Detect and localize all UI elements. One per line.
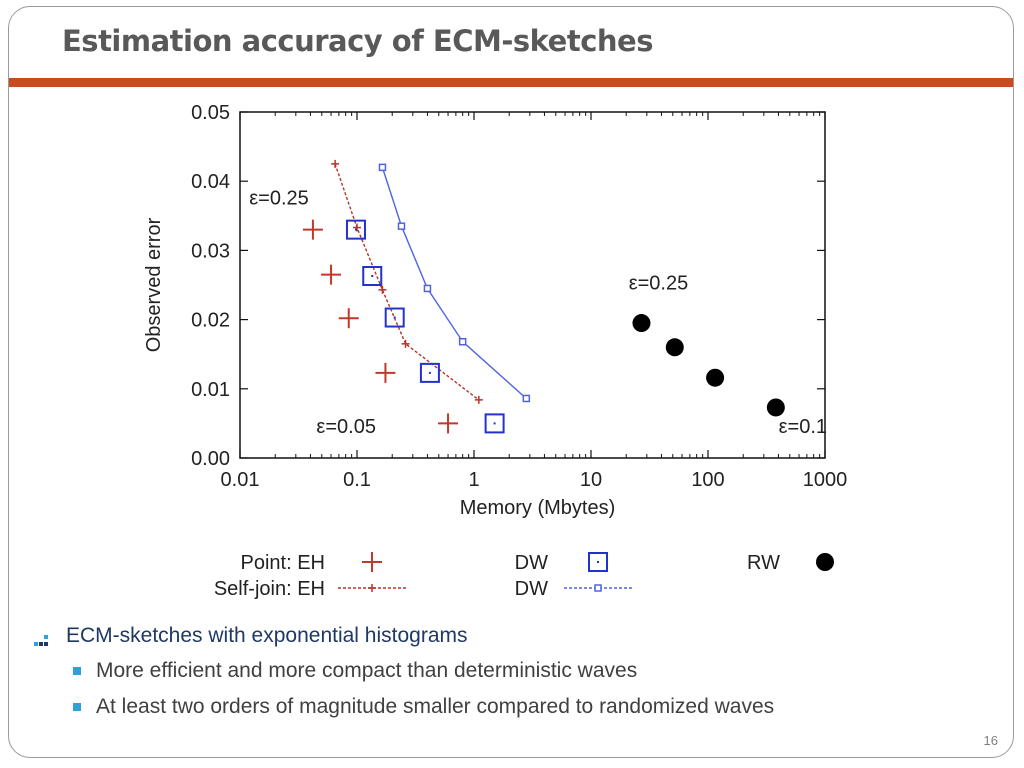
bullet-main: ECM-sketches with exponential histograms [30, 622, 990, 654]
legend-marker [594, 584, 602, 592]
bullet-sub: More efficient and more compact than det… [30, 654, 990, 690]
legend-marker [588, 552, 608, 572]
slide-frame [8, 6, 1014, 758]
data-point [423, 284, 432, 293]
data-point [766, 398, 785, 417]
data-point [474, 395, 483, 404]
chart: 0.01 0.1 1 10 100 10000.000.010.020.030.040.0… [143, 102, 848, 600]
legend-label: RW [747, 552, 780, 574]
epsilon-annotation: ε=0.25 [249, 188, 309, 210]
y-tick-label: 0.03 [191, 240, 230, 262]
x-tick-label: 10 [580, 469, 602, 491]
data-point [438, 413, 459, 434]
legend-marker [368, 584, 376, 592]
y-tick-label: 0.00 [191, 448, 230, 470]
data-point [458, 337, 467, 346]
x-axis-label: Memory (Mbytes) [460, 497, 616, 519]
data-point [522, 394, 531, 403]
series-line [334, 163, 480, 401]
legend-label: DW [515, 552, 548, 574]
epsilon-annotation: ε=0.05 [316, 416, 376, 438]
data-point [302, 219, 323, 240]
bullet-list: ECM-sketches with exponential histograms… [30, 622, 990, 726]
bullet-sub-text: More efficient and more compact than det… [96, 659, 638, 682]
x-tick-label: 1 [468, 469, 479, 491]
data-point [375, 362, 396, 383]
legend-marker [816, 553, 834, 571]
data-point [419, 362, 440, 383]
page-number: 16 [983, 733, 998, 748]
data-point [484, 413, 505, 434]
bullet-mark-icon [34, 634, 48, 646]
legend-label: Point: EH [241, 552, 325, 574]
y-tick-label: 0.05 [191, 102, 230, 124]
bullet-sub: At least two orders of magnitude smaller… [30, 690, 990, 726]
y-tick-label: 0.01 [191, 379, 230, 401]
legend-label: DW [515, 578, 548, 600]
series-line [381, 167, 527, 400]
bullet-square-icon [73, 703, 81, 711]
x-tick-label: 0.01 [221, 469, 260, 491]
bullet-main-text: ECM-sketches with exponential histograms [66, 624, 468, 647]
data-point [321, 264, 342, 285]
legend-label: Self-join: EH [214, 578, 325, 600]
bullet-square-icon [73, 667, 81, 675]
epsilon-annotation: ε=0.1 [779, 416, 827, 438]
y-tick-label: 0.02 [191, 310, 230, 332]
data-point [378, 163, 387, 172]
data-point [401, 339, 410, 348]
x-tick-label: 0.1 [343, 469, 371, 491]
data-point [665, 338, 684, 357]
epsilon-annotation: ε=0.25 [629, 273, 689, 295]
data-point [384, 307, 405, 328]
slide-title: Estimation accuracy of ECM-sketches [62, 24, 653, 58]
data-point [632, 314, 651, 333]
y-axis-label: Observed error [143, 217, 165, 352]
legend-marker [362, 552, 382, 572]
data-point [353, 223, 361, 232]
data-point [706, 368, 725, 387]
y-tick-label: 0.04 [191, 171, 230, 193]
bullet-sub-text: At least two orders of magnitude smaller… [96, 695, 775, 718]
data-point [345, 219, 366, 240]
plot-frame [239, 111, 826, 459]
data-point [378, 285, 387, 294]
title-rule [9, 78, 1013, 87]
data-point [362, 266, 383, 287]
data-point [338, 308, 359, 329]
data-point [397, 222, 406, 230]
x-tick-label: 100 [691, 469, 724, 491]
data-point [331, 159, 340, 168]
x-tick-label: 1000 [803, 469, 848, 491]
